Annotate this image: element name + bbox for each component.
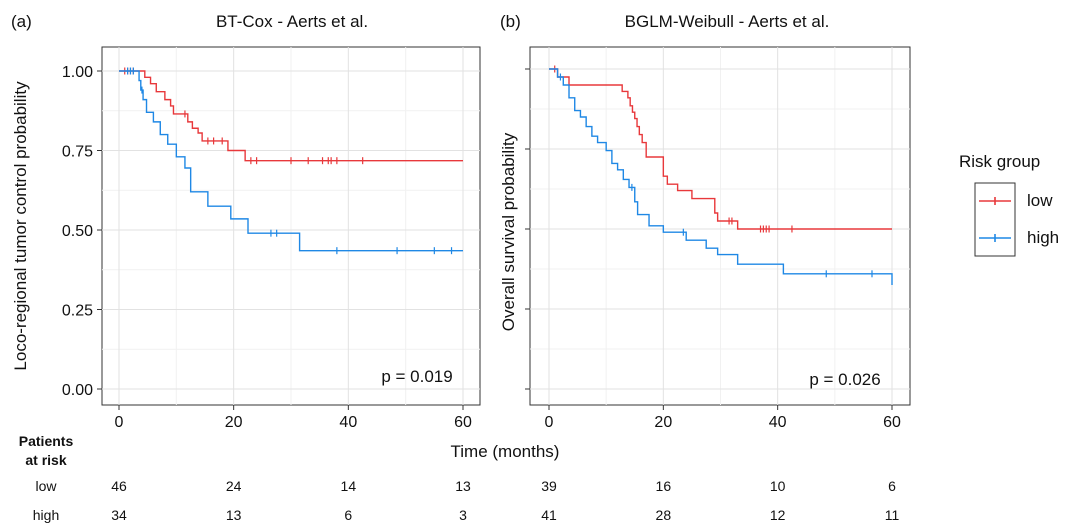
km-curve-low [549, 68, 892, 230]
risk-row-label-low: low [35, 478, 57, 494]
risk-count-low: 10 [770, 478, 786, 494]
legend-label-low: low [1027, 191, 1053, 210]
x-tick-label: 40 [769, 414, 787, 431]
x-tick-label: 0 [545, 414, 554, 431]
km-curve-high [549, 68, 893, 285]
risk-count-high: 11 [885, 507, 900, 523]
x-tick-label: 0 [115, 414, 124, 431]
legend-title: Risk group [959, 152, 1040, 171]
x-tick-label: 60 [454, 414, 472, 431]
x-axis-label: Time (months) [451, 442, 560, 461]
km-curve-low [119, 70, 463, 162]
risk-count-high: 41 [541, 507, 557, 523]
p-value: p = 0.019 [381, 367, 452, 386]
risk-count-high: 13 [226, 507, 242, 523]
x-tick-label: 40 [339, 414, 357, 431]
legend-box [974, 182, 1016, 257]
risk-table-title-1: Patients [19, 433, 74, 449]
y-tick-label: 0.75 [62, 144, 93, 161]
y-tick-label: 0.25 [62, 303, 93, 320]
risk-count-low: 13 [455, 478, 471, 494]
panel-title: BGLM-Weibull - Aerts et al. [625, 12, 830, 31]
risk-count-low: 39 [541, 478, 557, 494]
risk-count-low: 46 [111, 478, 127, 494]
risk-count-high: 28 [656, 507, 672, 523]
panel-a: (a) BT-Cox - Aerts et al. 0 20 40 60 0.00 0.25 0… [11, 12, 481, 431]
risk-count-high: 3 [459, 507, 467, 523]
panel-label: (a) [11, 12, 32, 31]
risk-table-title-2: at risk [25, 452, 66, 468]
y-axis-label: Overall survival probability [499, 132, 518, 331]
x-tick-label: 20 [654, 414, 672, 431]
panel-title: BT-Cox - Aerts et al. [216, 12, 368, 31]
y-tick-label: 0.50 [62, 223, 93, 240]
y-axis-label: Loco-regional tumor control probability [11, 81, 30, 371]
legend-label-high: high [1027, 228, 1059, 247]
y-tick-label: 1.00 [62, 64, 93, 81]
risk-count-low: 16 [656, 478, 672, 494]
km-curve-high [119, 70, 463, 252]
legend: Risk group low high [959, 152, 1059, 257]
y-tick-label: 0.00 [62, 382, 93, 399]
x-tick-label: 60 [883, 414, 901, 431]
p-value: p = 0.026 [809, 370, 880, 389]
risk-count-high: 34 [111, 507, 127, 523]
x-tick-label: 20 [225, 414, 243, 431]
panel-b: (b) BGLM-Weibull - Aerts et al. 0 20 40 60 Ove… [499, 12, 911, 431]
risk-count-low: 24 [226, 478, 242, 494]
risk-count-low: 14 [341, 478, 357, 494]
risk-count-low: 6 [888, 478, 896, 494]
panel-label: (b) [500, 12, 521, 31]
risk-row-label-high: high [33, 507, 59, 523]
risk-count-high: 12 [770, 507, 786, 523]
risk-count-high: 6 [344, 507, 352, 523]
